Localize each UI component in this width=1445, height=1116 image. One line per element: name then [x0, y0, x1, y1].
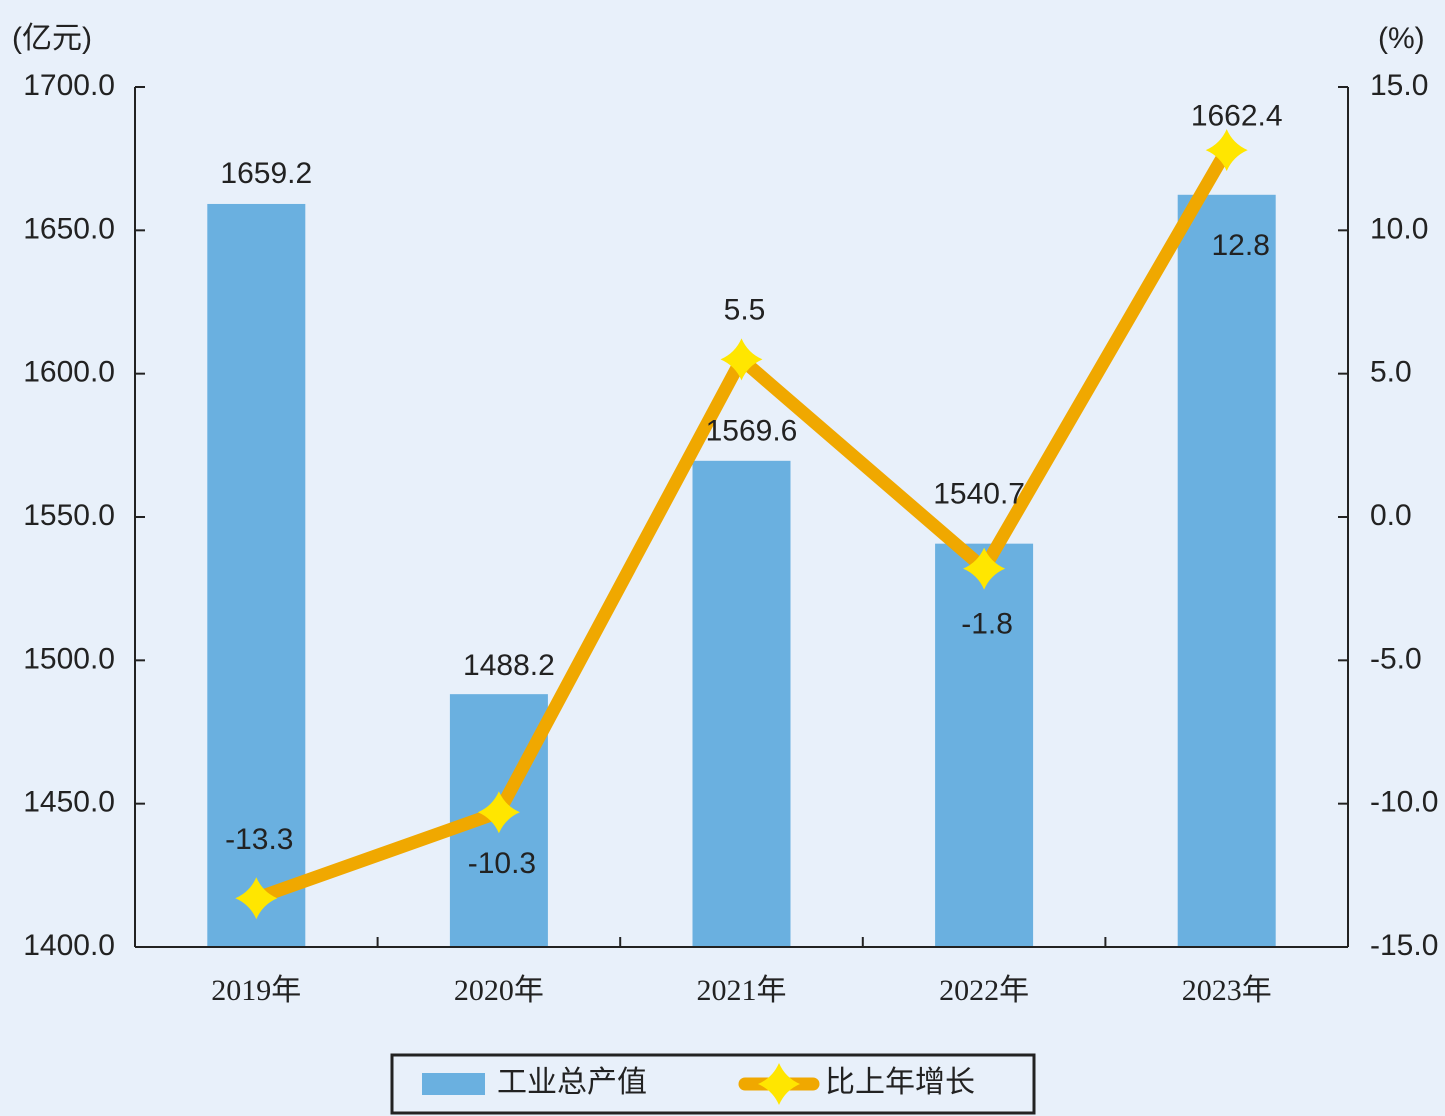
line-value-label: 5.5	[724, 293, 766, 326]
marker	[1205, 129, 1248, 172]
x-tick-label: 2023年	[1182, 974, 1272, 1007]
x-tick-label: 2019年	[211, 974, 301, 1007]
y-tick-label: 1600.0	[23, 356, 115, 389]
y2-tick-label: 10.0	[1370, 212, 1428, 245]
x-tick-label: 2020年	[454, 974, 544, 1007]
legend-label: 比上年增长	[825, 1066, 975, 1099]
y-tick-label: 1650.0	[23, 212, 115, 245]
bar-value-label: 1659.2	[220, 157, 312, 190]
marker	[477, 791, 520, 834]
bar-value-label: 1540.7	[933, 478, 1025, 511]
marker	[720, 338, 763, 381]
marker	[235, 877, 278, 920]
y2-unit: (%)	[1378, 22, 1425, 55]
y2-tick-label: 5.0	[1370, 356, 1412, 389]
x-tick-label: 2021年	[697, 974, 787, 1007]
y2-tick-label: -15.0	[1370, 929, 1438, 962]
y2-tick-label: 0.0	[1370, 499, 1412, 532]
bar	[1177, 194, 1276, 947]
y-tick-label: 1400.0	[23, 929, 115, 962]
bar-value-label: 1569.6	[706, 415, 798, 448]
bar-value-label: 1662.4	[1191, 100, 1283, 133]
line-value-label: -1.8	[961, 608, 1013, 641]
x-tick-label: 2022年	[939, 974, 1029, 1007]
legend-marker	[758, 1063, 800, 1105]
line-value-label: 12.8	[1212, 229, 1270, 262]
bar	[692, 460, 791, 947]
y-tick-label: 1550.0	[23, 499, 115, 532]
y-tick-label: 1700.0	[23, 69, 115, 102]
y-tick-label: 1450.0	[23, 786, 115, 819]
y2-tick-label: -10.0	[1370, 786, 1438, 819]
bar	[935, 543, 1034, 947]
y2-tick-label: 15.0	[1370, 69, 1428, 102]
line-value-label: -13.3	[225, 823, 293, 856]
y-tick-label: 1500.0	[23, 642, 115, 675]
y2-tick-label: -5.0	[1370, 642, 1422, 675]
bar-value-label: 1488.2	[463, 649, 555, 682]
marker	[963, 547, 1006, 590]
legend-box	[390, 1053, 1036, 1115]
bar	[207, 203, 306, 947]
legend-label: 工业总产值	[497, 1066, 647, 1099]
y-unit: (亿元)	[12, 22, 92, 55]
line-value-label: -10.3	[468, 847, 536, 880]
legend-swatch	[422, 1073, 485, 1095]
